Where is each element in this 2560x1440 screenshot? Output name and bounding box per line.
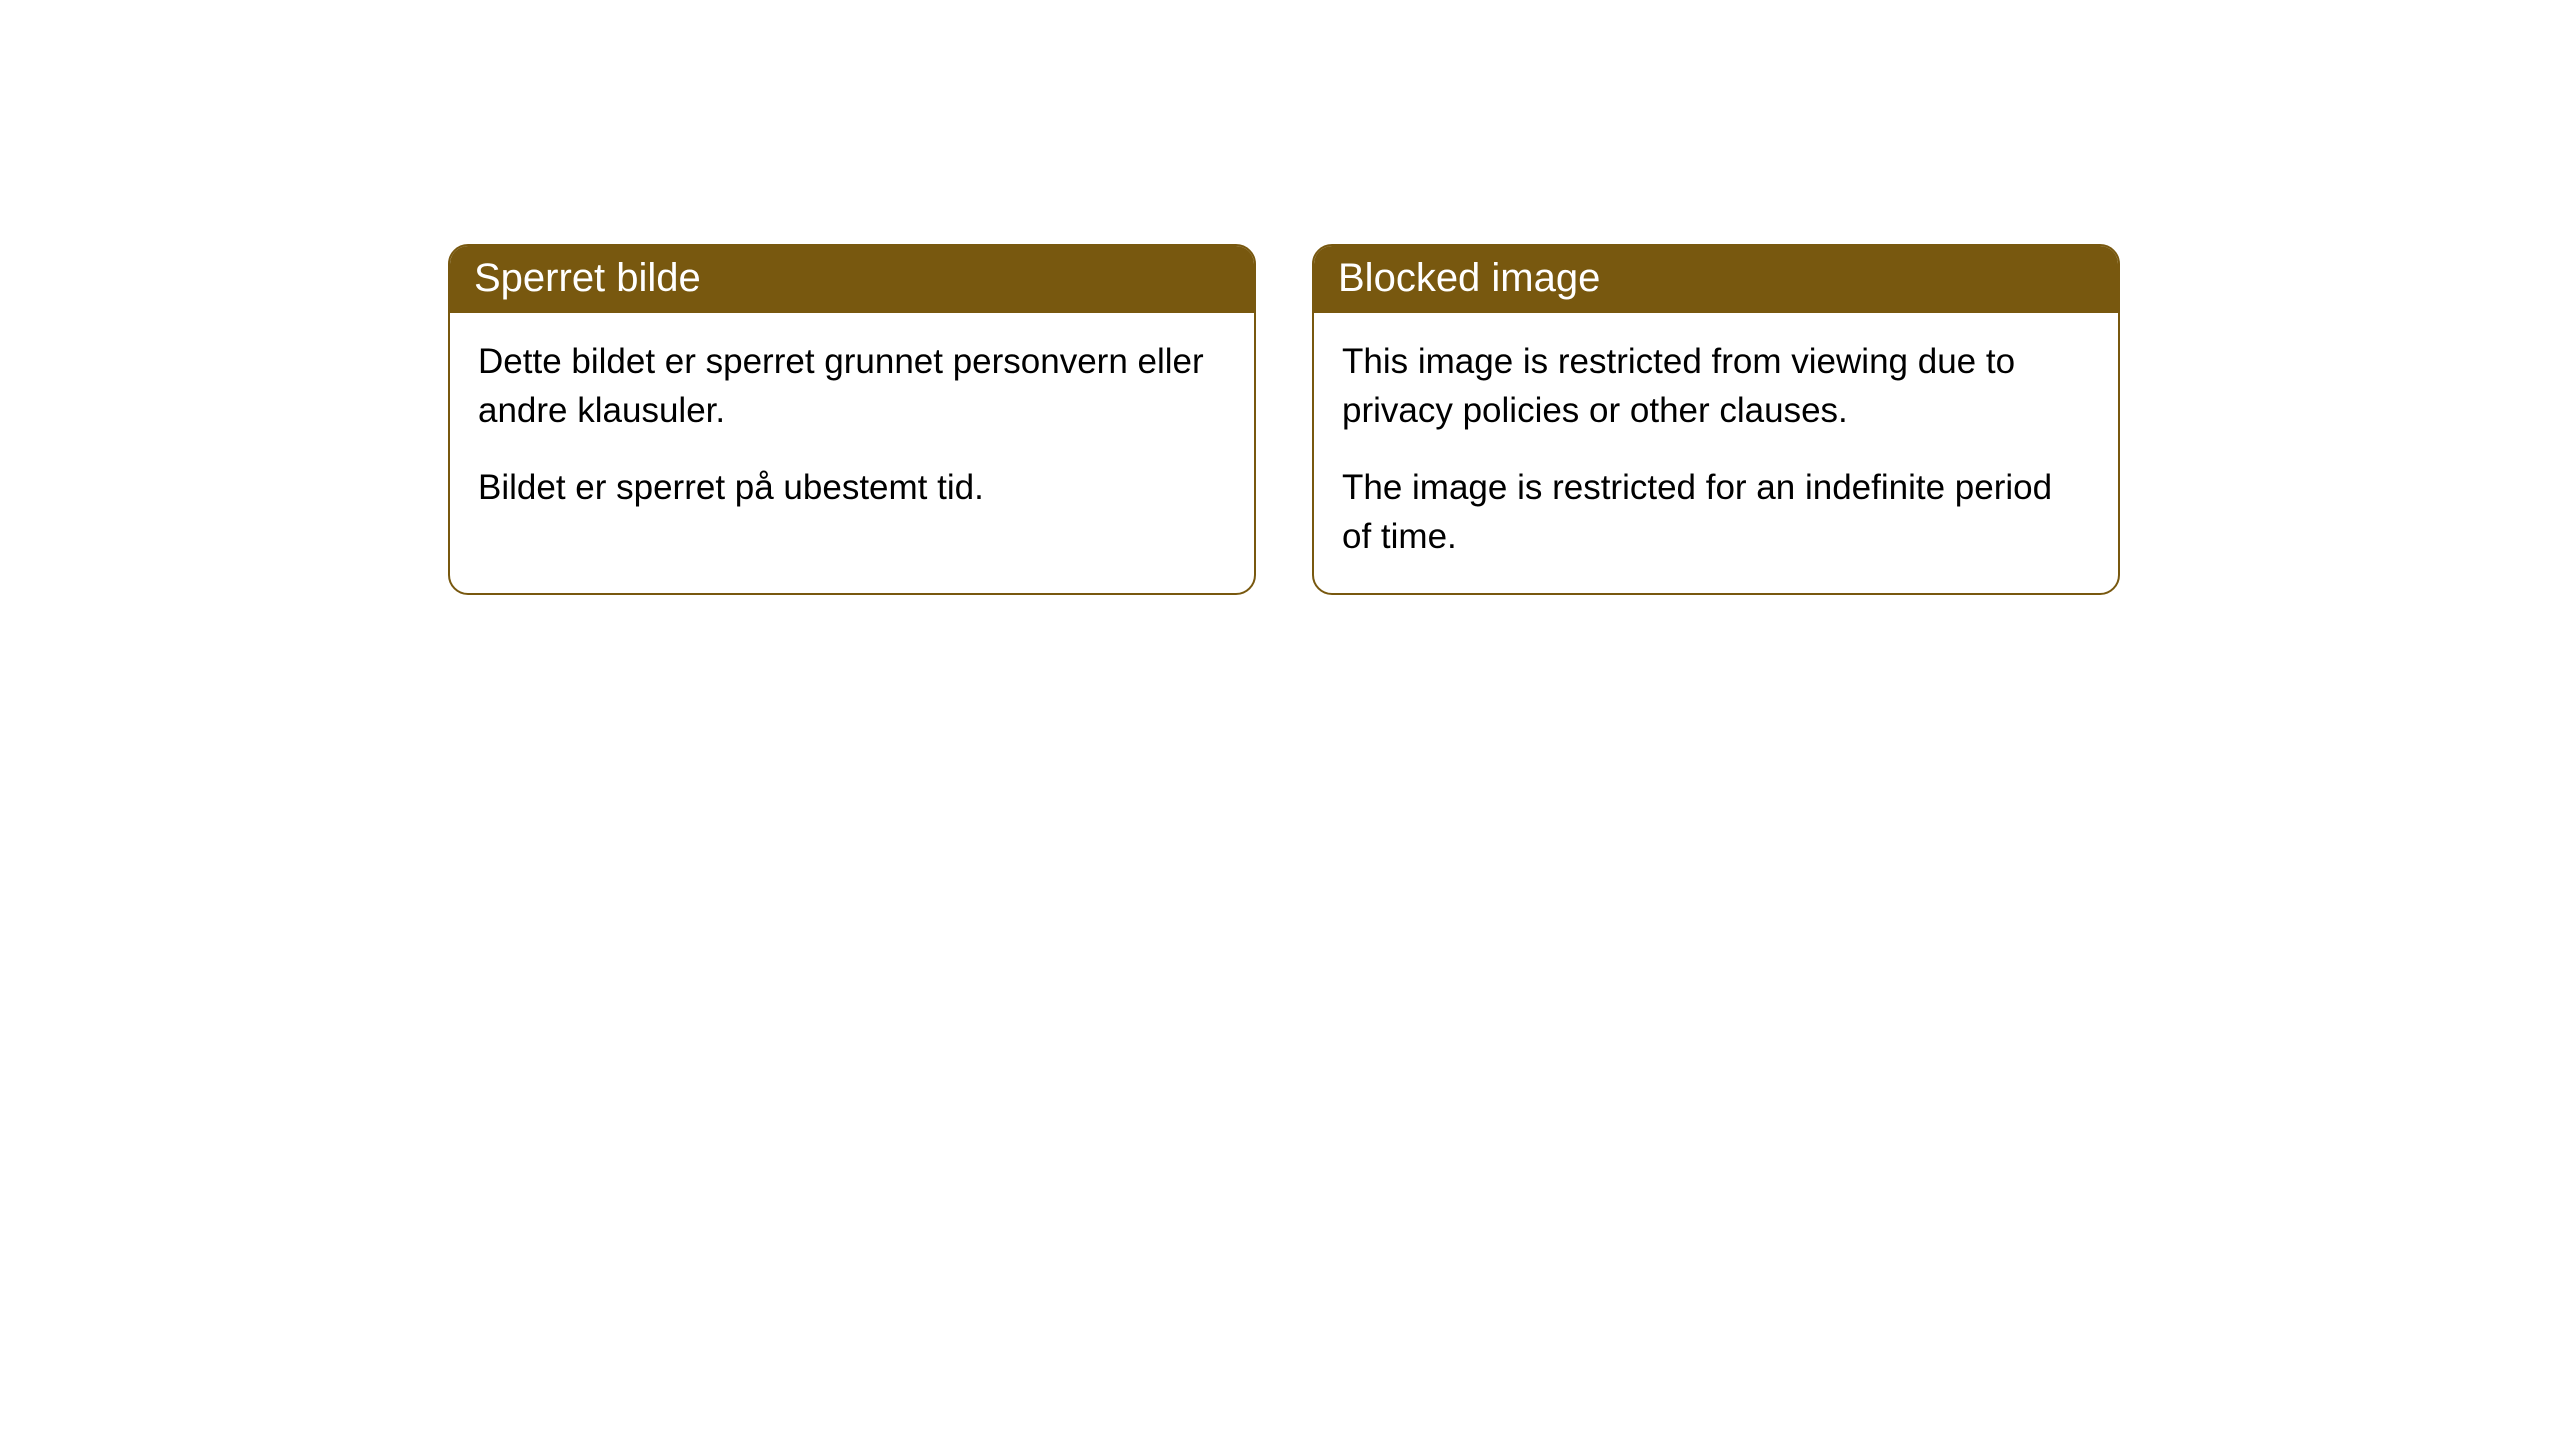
notice-paragraph: Bildet er sperret på ubestemt tid.: [478, 463, 1226, 512]
notice-container: Sperret bilde Dette bildet er sperret gr…: [0, 0, 2560, 595]
notice-paragraph: Dette bildet er sperret grunnet personve…: [478, 337, 1226, 435]
notice-body: This image is restricted from viewing du…: [1314, 313, 2118, 593]
notice-title: Blocked image: [1314, 246, 2118, 313]
notice-paragraph: The image is restricted for an indefinit…: [1342, 463, 2090, 561]
notice-body: Dette bildet er sperret grunnet personve…: [450, 313, 1254, 544]
notice-title: Sperret bilde: [450, 246, 1254, 313]
notice-card-norwegian: Sperret bilde Dette bildet er sperret gr…: [448, 244, 1256, 595]
notice-paragraph: This image is restricted from viewing du…: [1342, 337, 2090, 435]
notice-card-english: Blocked image This image is restricted f…: [1312, 244, 2120, 595]
